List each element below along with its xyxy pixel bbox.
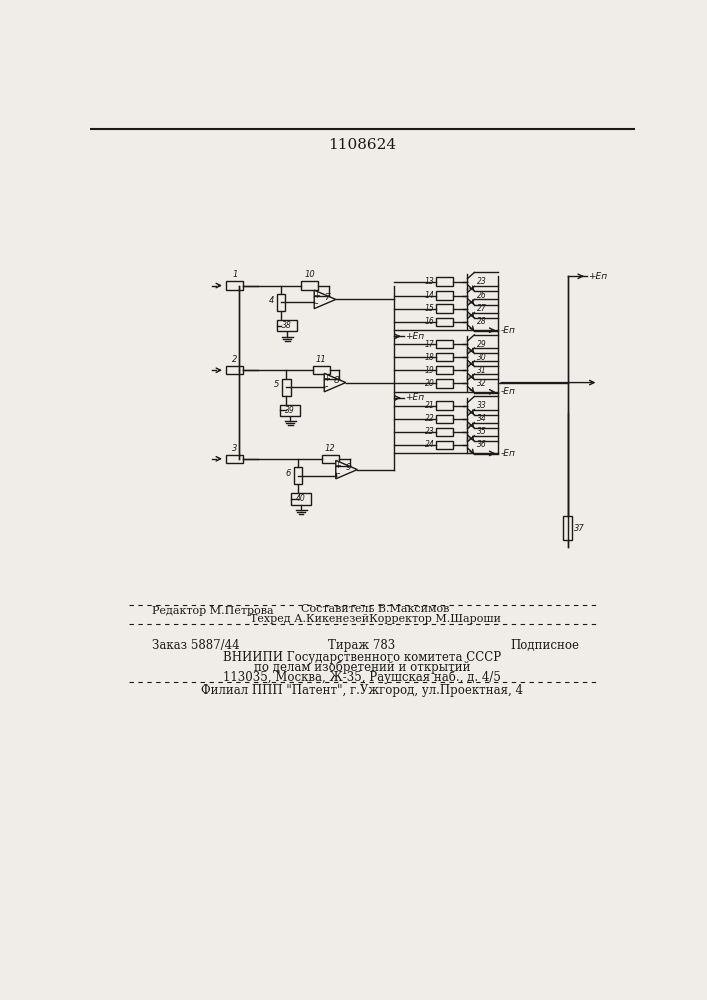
Bar (277, 320, 297, 331)
Text: 39: 39 (286, 406, 296, 415)
Text: 8: 8 (334, 376, 339, 385)
Text: 20: 20 (425, 379, 434, 388)
Bar (226, 281, 243, 290)
Text: Редактор М.Петрова: Редактор М.Петрова (152, 606, 274, 616)
Bar (436, 340, 452, 348)
Text: 22: 22 (425, 414, 434, 423)
Bar (291, 493, 311, 505)
Text: 29: 29 (477, 340, 486, 349)
Text: 30: 30 (477, 353, 486, 362)
Bar (436, 415, 452, 423)
Text: 1: 1 (232, 270, 238, 279)
Bar (436, 441, 452, 449)
Bar (436, 304, 452, 313)
Text: 31: 31 (477, 366, 486, 375)
Text: 16: 16 (425, 317, 434, 326)
Text: -: - (337, 468, 340, 478)
Text: 23: 23 (425, 427, 434, 436)
Text: +Eп: +Eп (588, 272, 607, 281)
Bar (301, 281, 318, 290)
Text: 3: 3 (232, 444, 238, 453)
Text: 34: 34 (477, 414, 486, 423)
Bar (436, 401, 452, 410)
Bar (436, 353, 452, 361)
Bar (312, 366, 329, 374)
Text: -: - (315, 298, 318, 308)
Text: 27: 27 (477, 304, 486, 313)
Text: +: + (313, 291, 320, 300)
Text: по делам изобретений и открытий: по делам изобретений и открытий (254, 660, 470, 674)
Bar (436, 428, 452, 436)
Bar (436, 379, 452, 388)
Text: -Eп: -Eп (501, 387, 515, 396)
Bar (281, 405, 300, 416)
Text: 21: 21 (425, 401, 434, 410)
Text: 33: 33 (477, 401, 486, 410)
Polygon shape (314, 290, 336, 309)
Text: +Eп: +Eп (405, 332, 424, 341)
Bar (226, 455, 243, 463)
Text: Заказ 5887/44: Заказ 5887/44 (152, 639, 240, 652)
Text: 14: 14 (425, 291, 434, 300)
Text: +: + (334, 461, 341, 470)
Bar (436, 291, 452, 300)
Text: 7: 7 (324, 293, 329, 302)
Text: 5: 5 (274, 380, 279, 389)
Text: 9: 9 (345, 463, 351, 472)
Text: 2: 2 (232, 355, 238, 364)
Text: Филиал ППП "Патент", г.Ужгород, ул.Проектная, 4: Филиал ППП "Патент", г.Ужгород, ул.Проек… (201, 684, 523, 697)
Text: 1108624: 1108624 (328, 138, 396, 152)
Text: Тираж 783: Тираж 783 (328, 639, 396, 652)
Text: 40: 40 (296, 494, 306, 503)
Text: 36: 36 (477, 440, 486, 449)
Text: 13: 13 (425, 277, 434, 286)
Text: 10: 10 (304, 270, 315, 279)
Text: 23: 23 (477, 277, 486, 286)
Bar (277, 294, 286, 311)
Bar (294, 467, 303, 484)
Bar (282, 379, 291, 396)
Text: 24: 24 (425, 440, 434, 449)
Text: 32: 32 (477, 379, 486, 388)
Text: 6: 6 (286, 469, 291, 478)
Text: 38: 38 (282, 321, 292, 330)
Text: -Eп: -Eп (501, 449, 515, 458)
Text: 19: 19 (425, 366, 434, 375)
Text: -: - (325, 381, 328, 391)
Text: 113035, Москва, Ж-35, Раушская наб., д. 4/5: 113035, Москва, Ж-35, Раушская наб., д. … (223, 670, 501, 684)
Text: -Eп: -Eп (501, 326, 515, 335)
Polygon shape (336, 460, 357, 479)
Text: Техред А.КикенезейКорректор М.Шароши: Техред А.КикенезейКорректор М.Шароши (250, 614, 501, 624)
Bar (436, 318, 452, 326)
Text: 28: 28 (477, 317, 486, 326)
Text: +Eп: +Eп (405, 393, 424, 402)
Text: 17: 17 (425, 340, 434, 349)
Text: +: + (323, 374, 330, 383)
Text: 4: 4 (269, 296, 274, 305)
Text: Составитель В.Максимов: Составитель В.Максимов (301, 604, 449, 614)
Text: 11: 11 (316, 355, 327, 364)
Polygon shape (325, 373, 346, 392)
Text: ВНИИПИ Государственного комитета СССР: ВНИИПИ Государственного комитета СССР (223, 651, 501, 664)
Bar (226, 366, 243, 374)
Bar (322, 455, 339, 463)
Text: 15: 15 (425, 304, 434, 313)
Bar (563, 516, 572, 540)
Text: 35: 35 (477, 427, 486, 436)
Bar (436, 277, 452, 286)
Text: 37: 37 (575, 524, 585, 533)
Bar (436, 366, 452, 374)
Text: 12: 12 (325, 444, 336, 453)
Text: Подписное: Подписное (510, 639, 579, 652)
Text: 26: 26 (477, 291, 486, 300)
Text: 18: 18 (425, 353, 434, 362)
